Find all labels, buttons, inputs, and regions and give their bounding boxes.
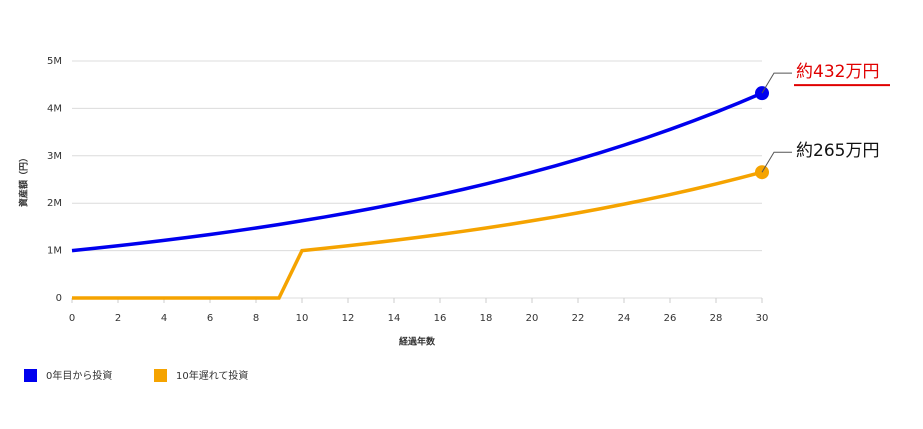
x-tick-label: 20 xyxy=(526,313,539,324)
x-tick-label: 22 xyxy=(572,313,585,324)
line xyxy=(72,170,763,300)
legend-swatch xyxy=(154,369,167,382)
leader-line xyxy=(761,151,792,173)
x-tick-label: 12 xyxy=(342,313,355,324)
x-axis-label: 経過年数 xyxy=(399,336,436,348)
y-tick-label: 2M xyxy=(47,198,62,209)
y-tick-label: 5M xyxy=(47,56,62,67)
x-tick-label: 28 xyxy=(710,313,723,324)
leader-line xyxy=(761,72,792,94)
x-tick-label: 2 xyxy=(115,313,121,324)
x-tick-label: 14 xyxy=(388,313,401,324)
x-tick-label: 4 xyxy=(161,313,167,324)
legend-label: 10年遅れて投資 xyxy=(176,369,248,382)
line xyxy=(71,91,763,253)
y-tick-label: 4M xyxy=(47,103,62,114)
x-tick-label: 0 xyxy=(69,313,75,324)
y-tick-label: 0 xyxy=(56,293,62,304)
x-tick-label: 6 xyxy=(207,313,213,324)
y-tick-label: 3M xyxy=(47,151,62,162)
x-tick-label: 26 xyxy=(664,313,677,324)
legend-label: 0年目から投資 xyxy=(46,369,112,382)
x-tick-label: 8 xyxy=(253,313,259,324)
annotation: 約432万円 xyxy=(796,62,879,82)
y-tick-label: 1M xyxy=(47,246,62,257)
x-tick-label: 30 xyxy=(756,313,769,324)
x-tick-label: 18 xyxy=(480,313,493,324)
x-tick-label: 16 xyxy=(434,313,447,324)
y-axis-label: 資産額（円） xyxy=(18,153,30,207)
x-tick-label: 24 xyxy=(618,313,631,324)
annotation: 約265万円 xyxy=(796,141,879,161)
x-tick-label: 10 xyxy=(296,313,309,324)
legend-swatch xyxy=(24,369,37,382)
